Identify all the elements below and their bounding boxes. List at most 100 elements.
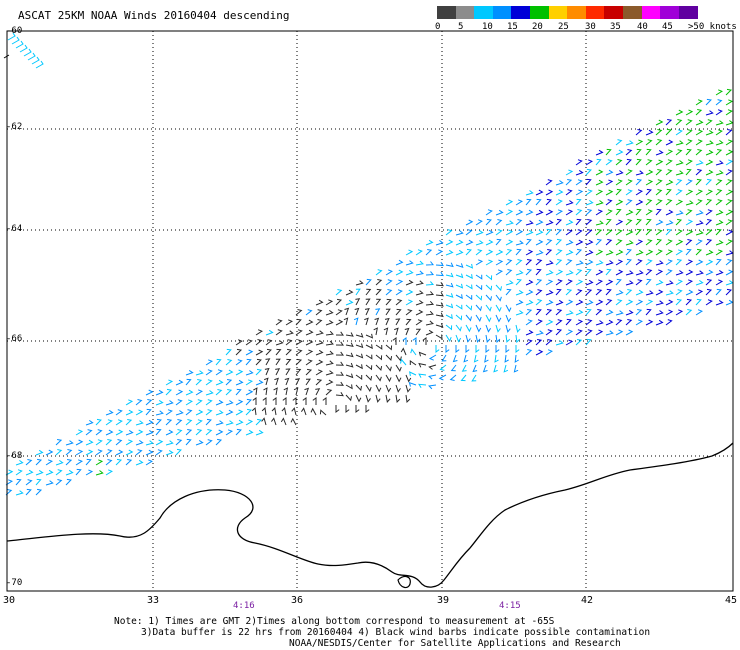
- wind-barb: [405, 289, 414, 296]
- wind-barb: [205, 439, 213, 446]
- wind-barb: [655, 119, 664, 126]
- wind-barb: [471, 374, 477, 382]
- wind-barb: [365, 394, 371, 403]
- wind-barb: [555, 218, 563, 226]
- colorbar-segment-2: [474, 6, 494, 19]
- wind-barb: [545, 329, 553, 336]
- wind-barb: [675, 270, 684, 276]
- wind-barb: [11, 36, 20, 45]
- wind-barb: [635, 299, 644, 306]
- wind-barb: [625, 319, 633, 326]
- wind-barb: [625, 270, 634, 276]
- wind-barb: [635, 218, 642, 226]
- time-mark-first: 4:16: [233, 601, 255, 611]
- wind-barb: [695, 178, 702, 186]
- wind-barb: [280, 417, 287, 426]
- wind-barb: [515, 240, 524, 246]
- wind-barb: [465, 219, 474, 226]
- wind-barb: [185, 389, 194, 396]
- wind-barb: [455, 345, 460, 353]
- wind-barb: [185, 378, 192, 386]
- wind-barb: [665, 269, 673, 276]
- wind-barb: [415, 270, 424, 276]
- wind-barb: [725, 149, 734, 156]
- wind-barb: [355, 280, 364, 286]
- wind-barb: [535, 189, 544, 196]
- wind-barb: [315, 340, 324, 346]
- wind-barb: [115, 439, 123, 446]
- wind-barb: [345, 332, 354, 337]
- wind-barb: [525, 198, 532, 206]
- wind-barb: [315, 299, 324, 306]
- wind-barb: [605, 199, 613, 206]
- wind-barb: [635, 309, 643, 316]
- wind-barb: [455, 230, 464, 236]
- wind-barb: [575, 179, 583, 186]
- graticule: [7, 31, 733, 591]
- wind-barb: [375, 279, 383, 286]
- wind-barb: [335, 371, 344, 376]
- colorbar-label-2: 10: [482, 22, 493, 32]
- wind-barb: [625, 179, 633, 186]
- wind-barb: [410, 348, 417, 356]
- wind-barb: [31, 56, 40, 65]
- wind-barb: [445, 272, 454, 278]
- wind-barb: [65, 440, 74, 446]
- wind-barb: [585, 308, 592, 316]
- wind-barb: [645, 239, 653, 246]
- wind-barb: [395, 279, 404, 286]
- wind-barb: [695, 139, 703, 146]
- wind-barb: [685, 119, 693, 126]
- wind-barb: [235, 369, 244, 376]
- wind-barb: [355, 353, 364, 359]
- wind-barb: [625, 309, 634, 316]
- island-outline: [397, 575, 411, 589]
- wind-barb: [505, 269, 513, 276]
- wind-barb: [475, 249, 483, 256]
- wind-barb: [515, 324, 521, 333]
- wind-barb: [635, 228, 642, 236]
- wind-barb: [585, 249, 594, 256]
- wind-barb: [475, 229, 484, 236]
- wind-barb: [365, 405, 370, 413]
- lat-label-64: -64: [6, 224, 23, 234]
- wind-barb: [615, 188, 622, 196]
- wind-barb: [505, 324, 511, 333]
- wind-barb: [715, 120, 724, 126]
- wind-barb: [415, 309, 424, 316]
- wind-barb: [605, 239, 613, 246]
- wind-barb: [195, 389, 203, 396]
- wind-barb: [685, 189, 694, 196]
- wind-barb: [575, 309, 584, 316]
- wind-barb: [685, 298, 693, 306]
- wind-barb: [455, 294, 463, 300]
- wind-barb: [685, 279, 694, 286]
- wind-barb: [425, 310, 434, 316]
- wind-barb: [445, 262, 454, 268]
- wind-barb: [55, 459, 64, 466]
- wind-barb: [125, 429, 134, 436]
- wind-barb: [655, 179, 663, 186]
- wind-barb: [55, 469, 63, 476]
- wind-barb: [725, 299, 734, 306]
- wind-barb: [675, 149, 683, 156]
- wind-barb: [503, 364, 509, 373]
- wind-barb: [485, 218, 492, 226]
- wind-barb: [364, 308, 370, 316]
- wind-barb: [295, 309, 303, 316]
- wind-barb: [675, 229, 683, 236]
- wind-barb: [495, 324, 501, 333]
- wind-barb: [95, 429, 103, 436]
- wind-barb: [405, 260, 414, 266]
- wind-barb: [283, 387, 289, 396]
- wind-barb: [725, 288, 733, 296]
- wind-barb: [515, 345, 520, 353]
- wind-barb: [165, 400, 174, 406]
- wind-barb: [205, 409, 213, 416]
- wind-barb: [665, 299, 674, 306]
- wind-barb: [364, 317, 369, 326]
- wind-barb: [605, 288, 612, 296]
- wind-barb: [263, 387, 268, 396]
- wind-barb: [355, 288, 361, 296]
- wind-barb: [465, 345, 470, 353]
